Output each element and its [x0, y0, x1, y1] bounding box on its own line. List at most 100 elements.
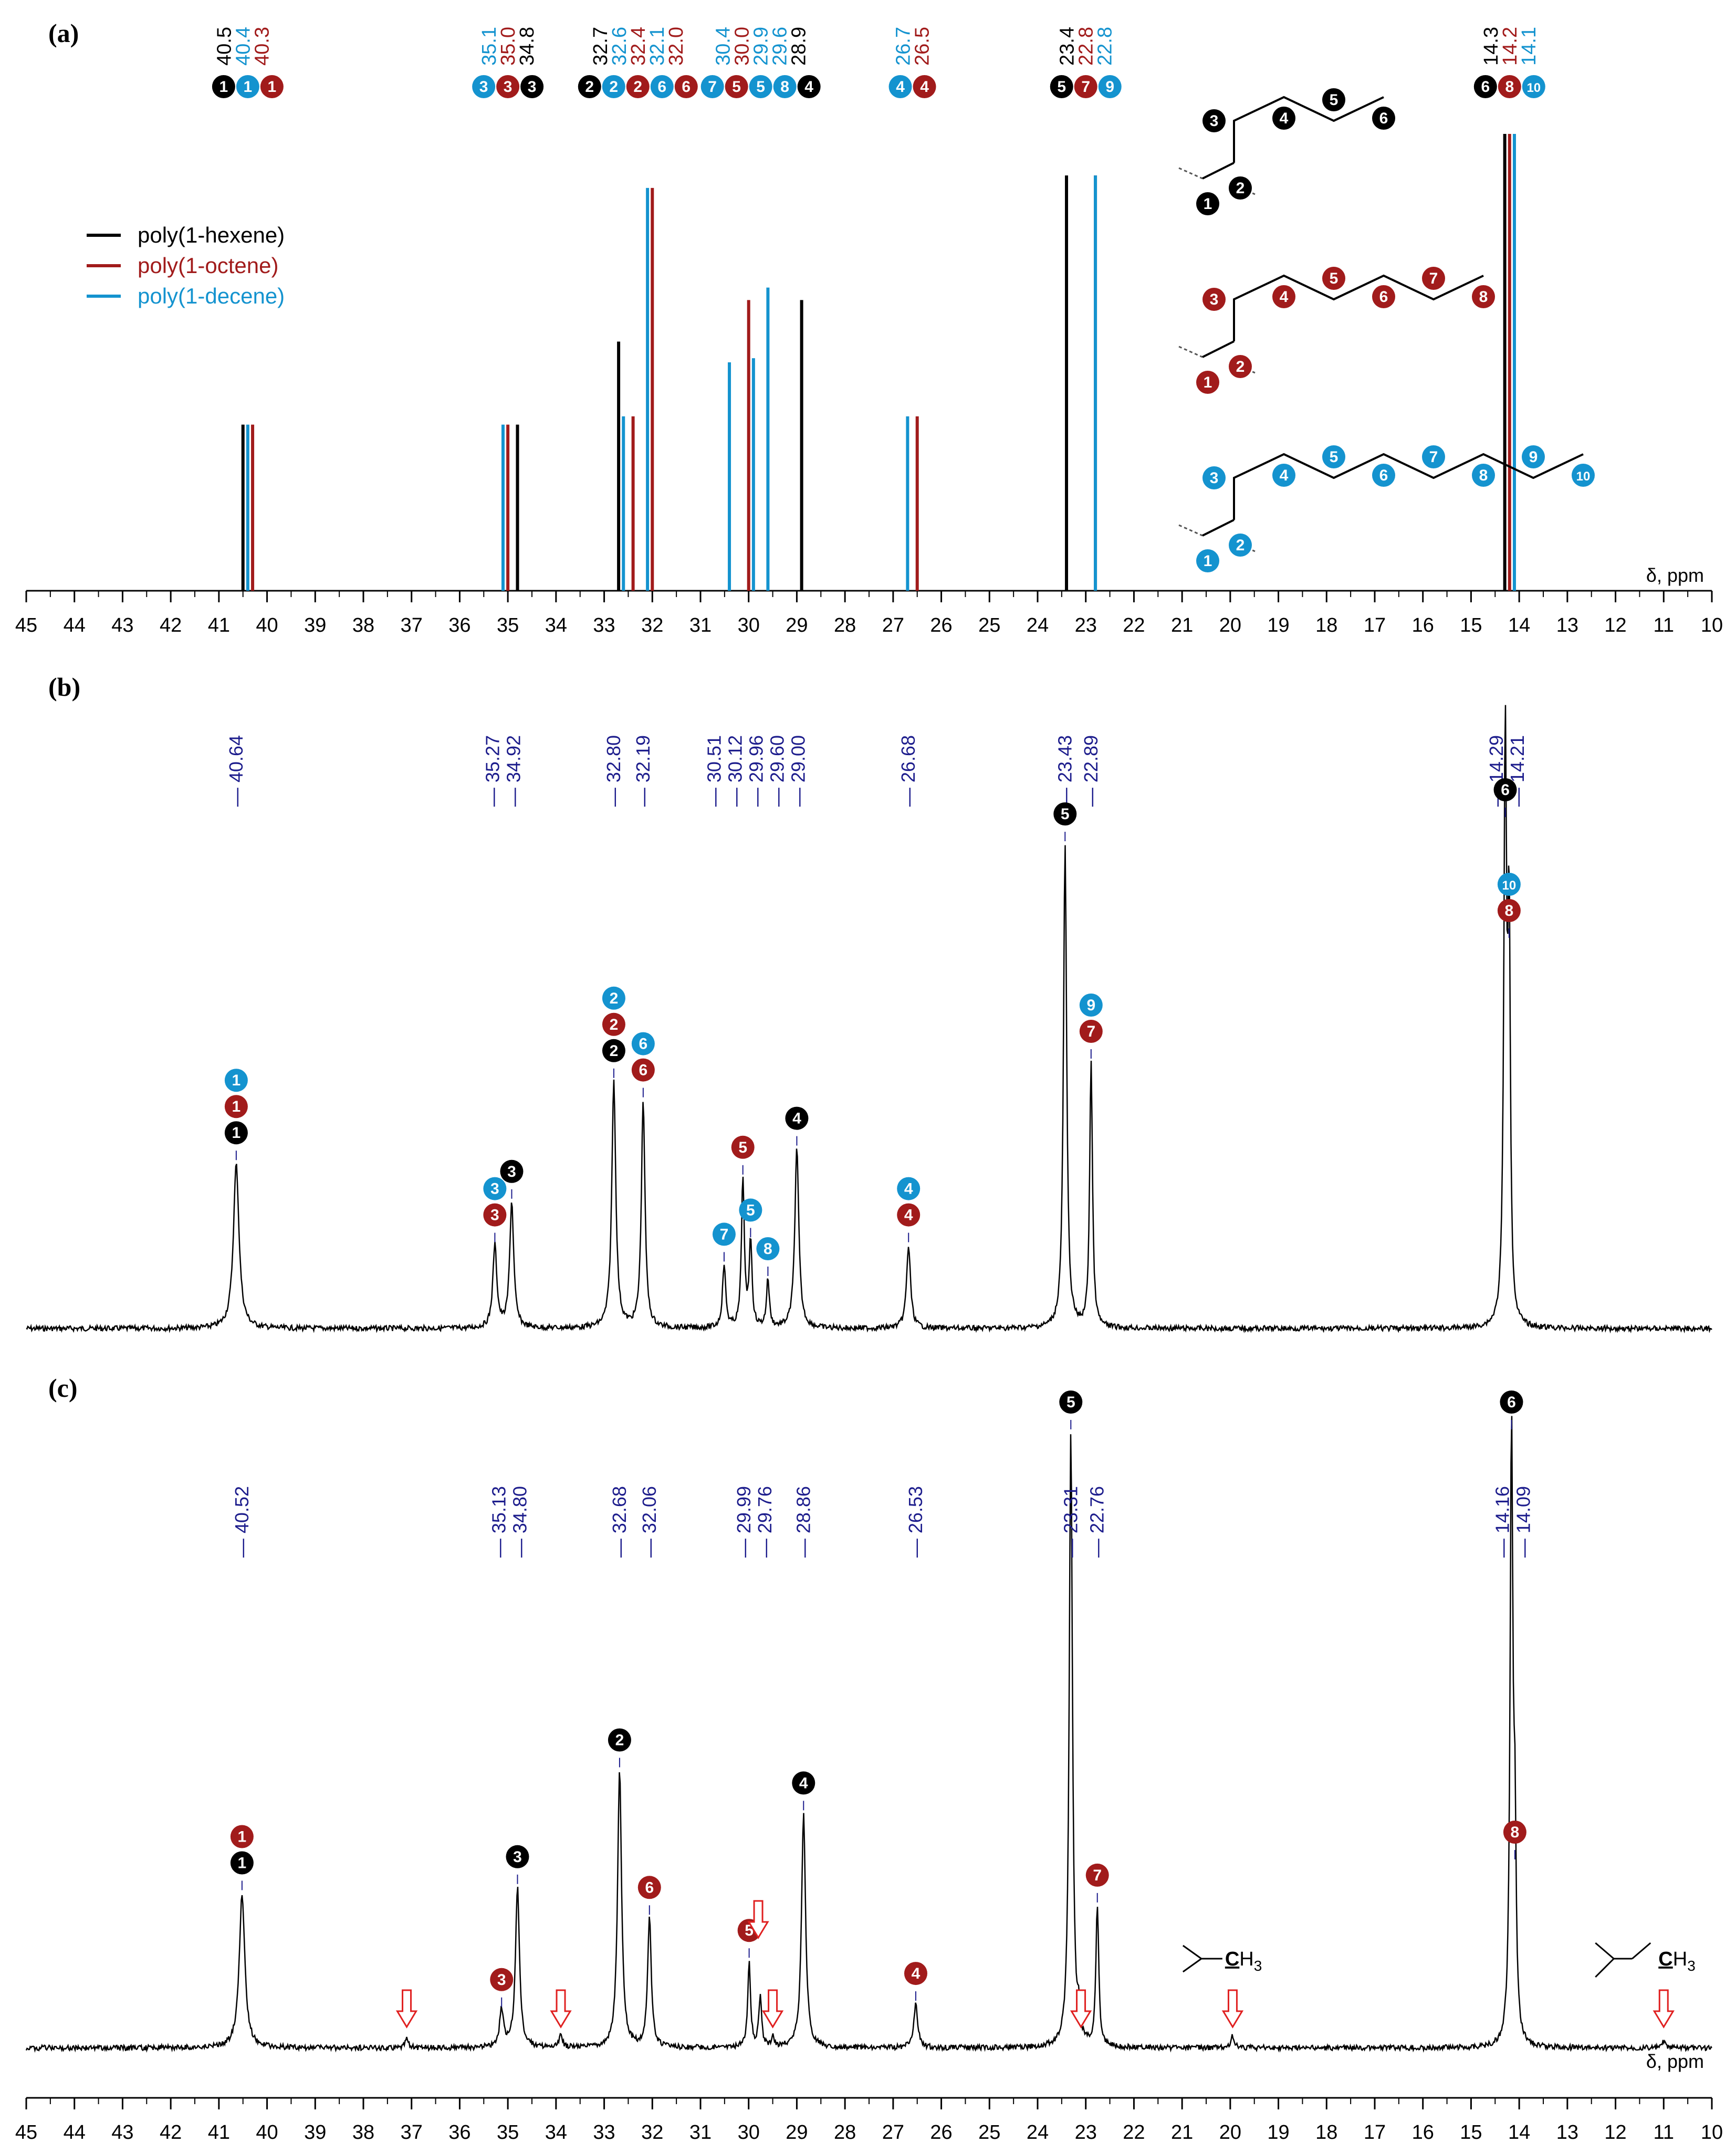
panel-b-carbon-marker-decene-3-35.27-number: 3: [490, 1180, 499, 1198]
ch3-h: H: [1673, 1948, 1687, 1970]
shift-label-30.0: 30.0: [731, 27, 754, 66]
panel-c-carbon-marker-hexene-4-28.86-number: 4: [799, 1774, 808, 1792]
panel-a-tick-label-27: 27: [882, 614, 904, 636]
structure-hexene-carbon-4-number: 4: [1280, 110, 1289, 127]
panel-c-carbon-marker-octene-7-22.76-circle: [1085, 1863, 1109, 1887]
panel-c-carbon-marker-octene-1-40.52: 1: [230, 1825, 254, 1848]
panel-c-tick-label-27: 27: [882, 2121, 904, 2143]
ch3-annotation-1: CH3: [1595, 1942, 1696, 1978]
panel-a-carbon-marker-octene-7-number: 7: [1081, 78, 1090, 96]
panel-c-carbon-marker-hexene-2-32.68-circle: [608, 1728, 631, 1752]
panel-c-tick-label-32: 32: [641, 2121, 663, 2143]
panel-b-carbon-marker-decene-3-35.27: 3: [483, 1177, 507, 1200]
shift-label-35.1: 35.1: [478, 27, 500, 66]
panel-c-carbon-marker-hexene-2-32.68-number: 2: [615, 1732, 624, 1749]
panel-a-tick-label-42: 42: [160, 614, 182, 636]
structure-octene-carbon-8-circle: [1472, 285, 1495, 308]
panel-b-peak-label-29.96: — 29.96: [746, 735, 767, 807]
panel-b-carbon-marker-octene-8-14.21: 8: [1497, 899, 1521, 922]
structure-octene-carbon-1: 1: [1196, 371, 1219, 394]
panel-c-tick-label-42: 42: [160, 2121, 182, 2143]
panel-c-carbon-marker-hexene-5-23.31-circle: [1059, 1391, 1083, 1414]
panel-a-carbon-marker-decene-3: 3: [472, 75, 496, 98]
panel-b-peak-label-29.60: — 29.60: [767, 735, 788, 807]
shift-label-32.0: 32.0: [665, 27, 687, 66]
panel-b-carbon-marker-decene-2-32.8-circle: [602, 986, 625, 1010]
structure-hexene-carbon-5-circle: [1322, 88, 1345, 111]
impurity-arrow-29.5: [761, 1989, 784, 2029]
panel-c-label: (c): [48, 1373, 78, 1403]
structure-hexene-carbon-3-number: 3: [1210, 112, 1219, 130]
panel-a-tick-label-29: 29: [786, 614, 808, 636]
structure-octene-dash-left: [1178, 346, 1203, 358]
panel-b-carbon-marker-octene-5-30.12: 5: [731, 1135, 755, 1159]
panel-b-carbon-marker-decene-8-29.6: 8: [756, 1237, 780, 1260]
structure-decene-carbon-1-number: 1: [1204, 552, 1212, 570]
panel-a-carbon-marker-hexene-5-number: 5: [1057, 78, 1066, 96]
panel-b-carbon-marker-hexene-2-32.8: 2: [602, 1039, 625, 1062]
panel-c-tick-label-11: 11: [1654, 2121, 1674, 2143]
panel-c-tick-label-18: 18: [1315, 2121, 1337, 2143]
panel-c-peak-label-32.68: — 32.68: [609, 1486, 630, 1557]
structure-hexene-carbon-2-circle: [1229, 176, 1252, 200]
panel-b-carbon-marker-decene-1-40.64-circle: [224, 1069, 248, 1092]
panel-a-tick-label-22: 22: [1123, 614, 1145, 636]
panel-b-carbon-marker-decene-7-30.51: 7: [712, 1222, 736, 1246]
panel-c-tick-label-45: 45: [15, 2121, 37, 2143]
shift-label-40.4: 40.4: [233, 27, 255, 66]
panel-a-stick-spectrum: 45 44 43 42 41 40 39 38 37 36 35 34 33 32 31 30 29 28 27 26…: [15, 27, 1723, 636]
legend-label-hexene: poly(1-hexene): [138, 223, 285, 247]
structure-hexene-carbon-4-circle: [1272, 107, 1295, 130]
panel-c-tick-label-22: 22: [1123, 2121, 1145, 2143]
panel-a-tick-label-43: 43: [111, 614, 133, 636]
panel-a-tick-label-10: 10: [1701, 614, 1723, 636]
monomer-structures: 1 2 3 4 5 6 1 2 3 4 5 6 7 8 1 2 3 4 5 6 7 8 9 10: [1178, 88, 1595, 572]
structure-decene-backbone: [1202, 519, 1235, 537]
ch3-label: CH3: [1225, 1948, 1262, 1974]
panel-c-tick-label-24: 24: [1027, 2121, 1049, 2143]
structure-decene-carbon-1-circle: [1196, 549, 1219, 572]
panel-b-carbon-marker-octene-8-14.21-number: 8: [1505, 902, 1514, 919]
panel-c-carbon-marker-hexene-1-40.52-number: 1: [238, 1855, 247, 1872]
shift-label-26.7: 26.7: [893, 27, 915, 66]
panel-b-peak-label-26.68: — 26.68: [897, 735, 919, 807]
panel-a-carbon-marker-decene-5-circle: [749, 75, 772, 98]
panel-a-carbon-marker-hexene-3-circle: [520, 75, 544, 98]
panel-a-tick-label-25: 25: [978, 614, 1000, 636]
structure-decene-carbon-8-number: 8: [1479, 467, 1488, 484]
structure-octene-carbon-3-circle: [1202, 288, 1226, 311]
panel-a-carbon-marker-decene-10-circle: [1522, 75, 1545, 98]
panel-c-tick-label-17: 17: [1364, 2121, 1386, 2143]
panel-a-tick-label-44: 44: [64, 614, 86, 636]
panel-c-tick-label-25: 25: [978, 2121, 1000, 2143]
panel-a-tick-label-38: 38: [352, 614, 374, 636]
panel-b-carbon-marker-octene-7-22.89-circle: [1079, 1020, 1103, 1043]
panel-a-carbon-marker-octene-3: 3: [496, 75, 520, 98]
panel-c-carbon-marker-octene-3-35.13-number: 3: [497, 1971, 506, 1989]
panel-a-carbon-marker-decene-8-number: 8: [780, 78, 789, 96]
panel-c-peak-label-40.52: — 40.52: [231, 1486, 253, 1557]
panel-c-tick-label-15: 15: [1460, 2121, 1482, 2143]
panel-a-tick-label-21: 21: [1171, 614, 1193, 636]
panel-b-carbon-marker-hexene-6-14.29-number: 6: [1501, 781, 1510, 799]
panel-a-carbon-marker-decene-1: 1: [236, 75, 259, 98]
panel-b-carbon-marker-decene-1-40.64-number: 1: [232, 1072, 241, 1089]
panel-c-tick-label-35: 35: [497, 2121, 519, 2143]
structure-decene-carbon-4: 4: [1272, 464, 1295, 487]
panel-a-carbon-marker-decene-9-number: 9: [1105, 78, 1114, 96]
panel-b-carbon-marker-decene-7-30.51-circle: [712, 1222, 736, 1246]
shift-label-32.6: 32.6: [609, 27, 631, 66]
panel-a-carbon-marker-octene-1-circle: [260, 75, 284, 98]
panel-a-carbon-marker-octene-6-number: 6: [682, 78, 691, 96]
shift-label-32.7: 32.7: [590, 27, 612, 66]
panel-a-tick-label-20: 20: [1219, 614, 1241, 636]
panel-c-carbon-marker-octene-6-32.06: 6: [637, 1876, 661, 1899]
panel-b-carbon-marker-decene-6-32.19-circle: [631, 1032, 655, 1055]
panel-c-tick-label-44: 44: [64, 2121, 86, 2143]
ch3-bold-c: C: [1225, 1948, 1239, 1970]
panel-c-tick-label-13: 13: [1556, 2121, 1578, 2143]
panel-a-tick-label-30: 30: [738, 614, 760, 636]
structure-decene-carbon-3-circle: [1202, 466, 1226, 489]
panel-b-carbon-marker-decene-8-29.6-number: 8: [764, 1240, 772, 1258]
structure-decene-carbon-10: 10: [1572, 464, 1595, 487]
